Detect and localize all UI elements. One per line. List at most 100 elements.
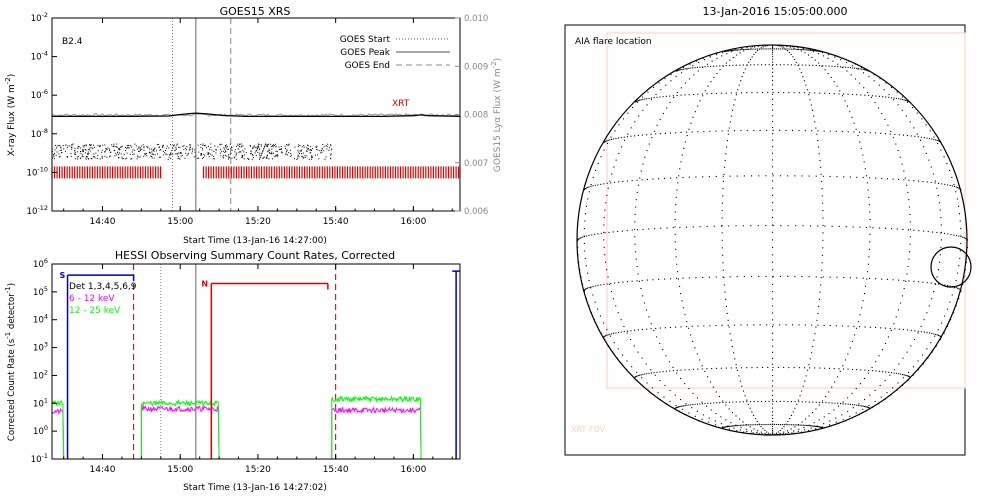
sun-grid-dot xyxy=(818,146,820,148)
sun-grid-dot xyxy=(908,375,910,377)
goes-short-channel-point xyxy=(116,146,118,148)
goes-short-channel-point xyxy=(202,143,204,145)
sun-grid-dot xyxy=(772,425,774,427)
sun-grid-dot xyxy=(759,433,761,435)
hessi-xlabel: Start Time (13-Jan-16 14:27:02) xyxy=(183,483,327,493)
sun-grid-dot xyxy=(827,57,829,59)
sun-grid-dot xyxy=(898,363,900,365)
sun-grid-dot xyxy=(905,374,907,376)
goes-short-channel-point xyxy=(259,152,261,154)
sun-grid-dot xyxy=(959,288,961,290)
hessi-6-12kev-line xyxy=(140,404,220,460)
sun-grid-dot xyxy=(739,401,741,403)
goes-short-channel-point xyxy=(126,147,128,149)
goes-short-channel-point xyxy=(185,149,187,151)
goes-short-channel-point xyxy=(101,157,103,159)
goes-short-channel-point xyxy=(222,156,224,158)
sun-grid-dot xyxy=(600,183,602,185)
sun-grid-dot xyxy=(701,93,703,95)
sun-grid-dot xyxy=(893,323,895,325)
sun-grid-dot xyxy=(735,415,737,417)
sun-grid-dot xyxy=(949,301,951,303)
sun-grid-dot xyxy=(728,425,730,427)
goes-short-channel-point xyxy=(114,149,116,151)
goes-short-channel-point xyxy=(90,158,92,159)
sun-grid-dot xyxy=(768,433,770,435)
goes-short-channel-point xyxy=(176,152,178,154)
sun-grid-dot xyxy=(658,178,660,180)
goes-short-channel-point xyxy=(263,148,265,150)
sun-grid-dot xyxy=(801,401,803,403)
sun-grid-dot xyxy=(621,146,623,148)
sun-grid-dot xyxy=(721,247,723,249)
sun-grid-dot xyxy=(825,65,827,67)
goes-short-channel-point xyxy=(135,145,137,147)
goes-short-channel-point xyxy=(278,146,280,148)
sun-grid-dot xyxy=(879,385,881,387)
sun-grid-dot xyxy=(659,342,661,344)
sun-grid-dot xyxy=(792,48,794,50)
sun-grid-dot xyxy=(726,146,728,148)
goes-short-channel-point xyxy=(285,148,286,150)
sun-grid-dot xyxy=(676,277,678,279)
sun-grid-dot xyxy=(729,333,731,335)
sun-grid-dot xyxy=(849,176,851,178)
sun-grid-dot xyxy=(865,285,867,287)
goes-short-channel-point xyxy=(91,158,93,160)
sun-grid-dot xyxy=(584,188,586,190)
sun-grid-dot xyxy=(797,65,799,67)
sun-grid-dot xyxy=(795,61,797,63)
sun-grid-dot xyxy=(852,226,854,228)
sun-grid-dot xyxy=(683,68,685,70)
sun-grid-dot xyxy=(768,64,770,66)
sun-grid-dot xyxy=(741,48,743,50)
goes-short-channel-point xyxy=(260,154,262,156)
hessi-ytick-label: 105 xyxy=(33,285,48,298)
sun-grid-dot xyxy=(590,287,592,289)
sun-grid-dot xyxy=(933,139,935,141)
sun-grid-dot xyxy=(907,100,909,102)
goes-short-channel-point xyxy=(140,148,142,150)
sun-grid-dot xyxy=(930,181,932,183)
goes-short-channel-point xyxy=(111,144,113,146)
sun-grid-dot xyxy=(772,209,774,211)
sun-grid-dot xyxy=(772,68,774,70)
sun-grid-dot xyxy=(834,381,836,383)
sun-grid-dot xyxy=(867,406,869,408)
goes-short-channel-point xyxy=(205,147,207,149)
sun-grid-dot xyxy=(760,47,762,49)
sun-grid-dot xyxy=(838,93,840,95)
goes-short-channel-point xyxy=(271,151,273,153)
sun-grid-dot xyxy=(600,232,602,234)
sun-grid-dot xyxy=(772,291,774,293)
sun-grid-dot xyxy=(626,230,628,232)
sun-grid-dot xyxy=(749,48,751,50)
sun-grid-dot xyxy=(816,425,818,427)
sun-grid-dot xyxy=(865,226,867,228)
hessi-xtick-label: 15:20 xyxy=(245,465,271,475)
goes-short-channel-point xyxy=(92,144,94,146)
sun-grid-dot xyxy=(789,418,791,420)
sun-grid-dot xyxy=(772,202,774,204)
sun-grid-dot xyxy=(677,406,679,408)
sun-grid-dot xyxy=(909,251,911,253)
sun-grid-dot xyxy=(834,402,836,404)
sun-grid-dot xyxy=(959,257,961,259)
sun-grid-dot xyxy=(683,147,685,149)
goes-ytick-label: 10-10 xyxy=(27,165,48,178)
goes-short-channel-point xyxy=(83,146,85,148)
sun-grid-dot xyxy=(756,424,758,426)
goes-short-channel-point xyxy=(182,145,184,147)
sun-grid-dot xyxy=(582,236,584,238)
goes-short-channel-point xyxy=(105,148,107,150)
goes-short-channel-point xyxy=(286,154,288,156)
sun-grid-dot xyxy=(864,405,866,407)
sun-grid-dot xyxy=(725,92,727,94)
sun-grid-dot xyxy=(943,232,945,234)
sun-grid-dot xyxy=(770,433,772,435)
goes-short-channel-point xyxy=(177,146,179,148)
goes-short-channel-point xyxy=(257,145,259,147)
goes-short-channel-point xyxy=(162,150,164,152)
goes-short-channel-point xyxy=(106,156,108,158)
sun-grid-dot xyxy=(746,367,748,369)
